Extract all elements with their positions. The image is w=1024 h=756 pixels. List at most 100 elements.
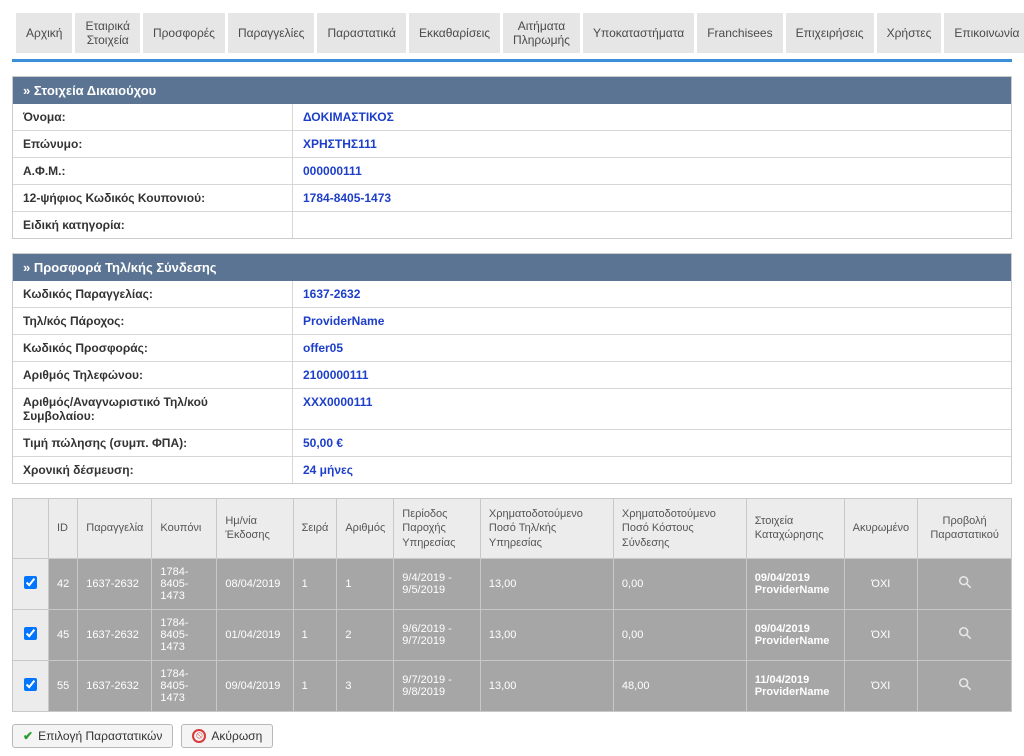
cell-entry: 09/04/2019ProviderName (746, 558, 844, 609)
panel-label: Αριθμός/Αναγνωριστικό Τηλ/κού Συμβολαίου… (13, 389, 293, 429)
cell-id: 45 (49, 609, 78, 660)
cell-number: 3 (337, 660, 394, 711)
grid-header-row: IDΠαραγγελίαΚουπόνιΗμ/νία ΈκδοσηςΣειράΑρ… (13, 499, 1012, 559)
view-invoice-icon[interactable] (958, 626, 972, 640)
offer-header: » Προσφορά Τηλ/κής Σύνδεσης (13, 254, 1011, 281)
grid-col-header: Περίοδος Παροχής Υπηρεσίας (394, 499, 481, 559)
view-invoice-icon[interactable] (958, 575, 972, 589)
panel-value: ΧΡΗΣΤΗΣ111 (293, 131, 1011, 157)
cell-issue-date: 01/04/2019 (217, 609, 293, 660)
nav-item-4[interactable]: Παραστατικά (317, 13, 405, 53)
beneficiary-panel: » Στοιχεία Δικαιούχου Όνομα:ΔΟΚΙΜΑΣΤΙΚΟΣ… (12, 76, 1012, 239)
cell-series: 1 (293, 609, 337, 660)
beneficiary-body: Όνομα:ΔΟΚΙΜΑΣΤΙΚΟΣΕπώνυμο:ΧΡΗΣΤΗΣ111Α.Φ.… (13, 104, 1011, 238)
cell-order: 1637-2632 (78, 660, 152, 711)
cancel-button[interactable]: ⦸ Ακύρωση (181, 724, 273, 748)
panel-label: Όνομα: (13, 104, 293, 130)
row-checkbox-cell (13, 558, 49, 609)
cell-series: 1 (293, 660, 337, 711)
grid-col-header: Προβολή Παραστατικού (918, 499, 1012, 559)
panel-value: XXX0000111 (293, 389, 1011, 429)
grid-col-header: Σειρά (293, 499, 337, 559)
cell-order: 1637-2632 (78, 558, 152, 609)
panel-value: ProviderName (293, 308, 1011, 334)
action-bar: ✔ Επιλογή Παραστατικών ⦸ Ακύρωση (12, 724, 1012, 748)
panel-value: 1784-8405-1473 (293, 185, 1011, 211)
panel-row: Χρονική δέσμευση:24 μήνες (13, 456, 1011, 483)
beneficiary-header: » Στοιχεία Δικαιούχου (13, 77, 1011, 104)
offer-body: Κωδικός Παραγγελίας:1637-2632Τηλ/κός Πάρ… (13, 281, 1011, 483)
grid-col-header: Κουπόνι (152, 499, 217, 559)
table-row: 551637-26321784-8405-147309/04/2019139/7… (13, 660, 1012, 711)
cell-period: 9/4/2019 - 9/5/2019 (394, 558, 481, 609)
cell-amount-service: 13,00 (480, 609, 613, 660)
table-row: 421637-26321784-8405-147308/04/2019119/4… (13, 558, 1012, 609)
grid-col-header: Παραγγελία (78, 499, 152, 559)
row-checkbox-cell (13, 660, 49, 711)
cell-order: 1637-2632 (78, 609, 152, 660)
panel-value: offer05 (293, 335, 1011, 361)
cell-issue-date: 08/04/2019 (217, 558, 293, 609)
panel-label: Κωδικός Προσφοράς: (13, 335, 293, 361)
panel-row: Αριθμός Τηλεφώνου:2100000111 (13, 361, 1011, 388)
panel-value: 000000111 (293, 158, 1011, 184)
panel-label: 12-ψήφιος Κωδικός Κουπονιού: (13, 185, 293, 211)
panel-value: 2100000111 (293, 362, 1011, 388)
cell-period: 9/6/2019 - 9/7/2019 (394, 609, 481, 660)
grid-col-header: ID (49, 499, 78, 559)
panel-row: Αριθμός/Αναγνωριστικό Τηλ/κού Συμβολαίου… (13, 388, 1011, 429)
panel-label: Κωδικός Παραγγελίας: (13, 281, 293, 307)
panel-label: Αριθμός Τηλεφώνου: (13, 362, 293, 388)
panel-label: Τιμή πώλησης (συμπ. ΦΠΑ): (13, 430, 293, 456)
panel-row: Τηλ/κός Πάροχος:ProviderName (13, 307, 1011, 334)
nav-item-0[interactable]: Αρχική (16, 13, 72, 53)
cell-amount-connection: 48,00 (613, 660, 746, 711)
grid-col-header: Στοιχεία Καταχώρησης (746, 499, 844, 559)
cell-coupon: 1784-8405-1473 (152, 609, 217, 660)
cell-amount-service: 13,00 (480, 660, 613, 711)
nav-item-6[interactable]: Αιτήματα Πληρωμής (503, 13, 580, 53)
panel-label: Α.Φ.Μ.: (13, 158, 293, 184)
grid-head: IDΠαραγγελίαΚουπόνιΗμ/νία ΈκδοσηςΣειράΑρ… (13, 499, 1012, 559)
grid-col-header: Χρηματοδοτούμενο Ποσό Κόστους Σύνδεσης (613, 499, 746, 559)
nav-item-7[interactable]: Υποκαταστήματα (583, 13, 694, 53)
cell-number: 1 (337, 558, 394, 609)
nav-item-10[interactable]: Χρήστες (877, 13, 942, 53)
panel-label: Επώνυμο: (13, 131, 293, 157)
select-invoices-button[interactable]: ✔ Επιλογή Παραστατικών (12, 724, 173, 748)
panel-row: Κωδικός Παραγγελίας:1637-2632 (13, 281, 1011, 307)
cell-amount-service: 13,00 (480, 558, 613, 609)
grid-body: 421637-26321784-8405-147308/04/2019119/4… (13, 558, 1012, 711)
cancel-icon: ⦸ (192, 729, 206, 743)
main-nav: ΑρχικήΕταιρικά ΣτοιχείαΠροσφορέςΠαραγγελ… (12, 8, 1012, 62)
cell-id: 42 (49, 558, 78, 609)
view-invoice-icon[interactable] (958, 677, 972, 691)
nav-item-8[interactable]: Franchisees (697, 13, 782, 53)
panel-value: ΔΟΚΙΜΑΣΤΙΚΟΣ (293, 104, 1011, 130)
cell-cancelled: ΌΧΙ (844, 609, 918, 660)
nav-item-11[interactable]: Επικοινωνία (944, 13, 1024, 53)
cell-coupon: 1784-8405-1473 (152, 558, 217, 609)
cell-view (918, 609, 1012, 660)
cell-view (918, 558, 1012, 609)
nav-item-9[interactable]: Επιχειρήσεις (786, 13, 874, 53)
panel-row: 12-ψήφιος Κωδικός Κουπονιού:1784-8405-14… (13, 184, 1011, 211)
cell-series: 1 (293, 558, 337, 609)
nav-item-1[interactable]: Εταιρικά Στοιχεία (75, 13, 139, 53)
panel-value: 24 μήνες (293, 457, 1011, 483)
cell-period: 9/7/2019 - 9/8/2019 (394, 660, 481, 711)
nav-item-2[interactable]: Προσφορές (143, 13, 225, 53)
offer-panel: » Προσφορά Τηλ/κής Σύνδεσης Κωδικός Παρα… (12, 253, 1012, 484)
cell-entry: 11/04/2019ProviderName (746, 660, 844, 711)
nav-item-3[interactable]: Παραγγελίες (228, 13, 315, 53)
cell-issue-date: 09/04/2019 (217, 660, 293, 711)
nav-item-5[interactable]: Εκκαθαρίσεις (409, 13, 500, 53)
cell-id: 55 (49, 660, 78, 711)
cell-number: 2 (337, 609, 394, 660)
row-checkbox[interactable] (24, 678, 37, 691)
grid-col-header: Ακυρωμένο (844, 499, 918, 559)
row-checkbox[interactable] (24, 576, 37, 589)
panel-row: Κωδικός Προσφοράς:offer05 (13, 334, 1011, 361)
panel-value: 1637-2632 (293, 281, 1011, 307)
check-icon: ✔ (23, 729, 33, 743)
